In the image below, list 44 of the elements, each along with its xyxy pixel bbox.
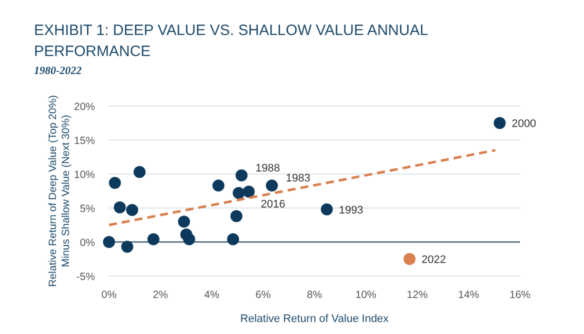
annotation: 1993 xyxy=(338,204,364,216)
point xyxy=(103,236,115,248)
x-tick-label: 14% xyxy=(458,289,480,301)
x-tick-label: 12% xyxy=(406,289,428,301)
point xyxy=(266,180,278,192)
y-tick-label: -5% xyxy=(76,271,95,283)
point xyxy=(126,204,138,216)
x-tick-label: 8% xyxy=(306,289,322,301)
point xyxy=(212,180,224,192)
annotation: 2022 xyxy=(422,254,446,266)
x-tick-label: 4% xyxy=(204,289,220,301)
annotation: 1983 xyxy=(286,172,310,185)
point xyxy=(404,253,416,265)
annotation: 2000 xyxy=(512,118,536,130)
x-tick-label: 2% xyxy=(152,289,168,301)
y-tick-label: 15% xyxy=(74,135,95,147)
point xyxy=(320,203,333,216)
point xyxy=(242,186,255,198)
y-tick-label: 20% xyxy=(74,101,95,113)
chart-subtitle: 1980-2022 xyxy=(34,65,82,77)
x-tick-label: 6% xyxy=(256,289,271,301)
y-tick-label: 5% xyxy=(80,203,95,215)
point xyxy=(114,201,126,214)
x-tick-label: 16% xyxy=(509,289,531,301)
x-tick-label: 0% xyxy=(101,289,117,301)
annotation: 1988 xyxy=(256,162,280,174)
x-tick-label: 10% xyxy=(355,289,376,301)
y-tick-label: 0% xyxy=(80,237,95,249)
point xyxy=(236,169,248,182)
point xyxy=(178,216,190,228)
point xyxy=(230,210,242,222)
y-axis-title: Relative Return of Deep Value (Top 20%) Minus Shallow Value (Next 30%) xyxy=(47,95,72,287)
point xyxy=(227,233,240,246)
point xyxy=(232,187,245,200)
point xyxy=(108,176,121,189)
point xyxy=(183,233,196,246)
annotation: 2016 xyxy=(260,198,286,211)
point xyxy=(121,240,134,253)
point xyxy=(134,166,146,178)
point xyxy=(147,233,160,246)
x-axis-title: Relative Return of Value Index xyxy=(240,313,390,325)
point xyxy=(494,117,506,129)
y-tick-label: 10% xyxy=(74,169,95,181)
chart-title: EXHIBIT 1: DEEP VALUE VS. SHALLOW VALUE ANNUAL PERFORMANCE xyxy=(34,22,428,60)
